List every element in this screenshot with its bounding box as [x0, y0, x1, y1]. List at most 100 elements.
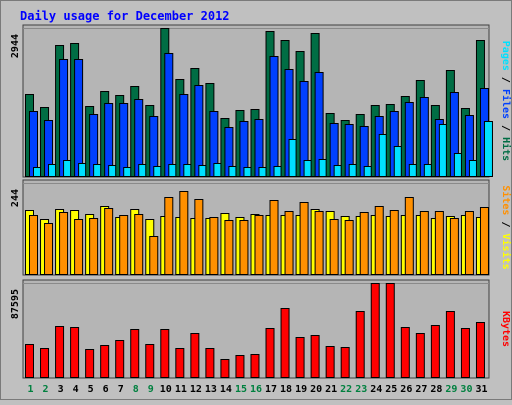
- bar-sites-day-27: [419, 211, 429, 275]
- bar-kbytes-day-27: [415, 333, 425, 378]
- bar-files-day-3: [59, 59, 69, 177]
- x-tick-label-day-24: 24: [370, 384, 382, 395]
- y-max-label-kbytes: 87595: [10, 289, 21, 319]
- bar-kbytes-day-1: [25, 344, 34, 378]
- bar-kbytes-day-13: [205, 348, 215, 378]
- legend-kbytes: KBytes: [500, 311, 511, 347]
- legend-kbytes: KBytes: [500, 311, 511, 347]
- bar-kbytes-day-28: [430, 325, 440, 378]
- bar-sites-day-25: [389, 210, 399, 275]
- bar-kbytes-day-7: [115, 340, 125, 378]
- legend-separator: /: [500, 71, 511, 89]
- bar-sites-day-10: [164, 197, 174, 275]
- legend-visits: Visits: [500, 234, 512, 270]
- bar-kbytes-day-5: [85, 349, 95, 378]
- bar-sites-day-22: [344, 220, 354, 275]
- bar-kbytes-day-17: [265, 328, 275, 378]
- x-tick-label-day-14: 14: [220, 384, 232, 395]
- x-tick-label-day-12: 12: [190, 384, 202, 395]
- x-tick-label-day-23: 23: [355, 384, 367, 395]
- legend-hits: Hits: [500, 137, 512, 161]
- bar-sites-day-13: [209, 217, 219, 275]
- bar-sites-day-11: [179, 191, 189, 275]
- bar-sites-day-16: [254, 215, 264, 275]
- bar-files-day-10: [164, 53, 174, 177]
- x-tick-label-day-20: 20: [310, 384, 322, 395]
- bar-sites-day-12: [194, 199, 204, 275]
- x-tick-label-day-10: 10: [160, 384, 172, 395]
- bar-kbytes-day-21: [325, 346, 335, 378]
- x-tick-label-day-1: 1: [28, 384, 34, 395]
- x-tick-label-day-11: 11: [175, 384, 187, 395]
- x-tick-label-day-4: 4: [73, 384, 79, 395]
- chart-title: Daily usage for December 2012: [20, 9, 230, 23]
- y-max-label-visits: 244: [10, 189, 21, 207]
- x-tick-label-day-3: 3: [58, 384, 64, 395]
- bar-kbytes-day-15: [235, 355, 245, 378]
- bar-sites-day-19: [299, 202, 309, 275]
- bar-kbytes-day-31: [475, 322, 485, 378]
- bar-sites-day-9: [149, 236, 159, 275]
- bar-kbytes-day-4: [70, 327, 80, 378]
- bar-sites-day-14: [224, 220, 234, 275]
- bar-kbytes-day-26: [400, 327, 410, 378]
- bar-files-day-7: [119, 103, 129, 177]
- bar-sites-day-28: [434, 211, 444, 275]
- bar-sites-day-2: [44, 223, 54, 275]
- bar-kbytes-day-20: [310, 335, 320, 378]
- x-tick-label-day-2: 2: [43, 384, 49, 395]
- x-tick-label-day-18: 18: [280, 384, 292, 395]
- x-tick-label-day-8: 8: [133, 384, 139, 395]
- bar-files-day-4: [74, 59, 84, 177]
- bar-kbytes-day-24: [370, 283, 380, 378]
- bar-sites-day-8: [134, 214, 144, 275]
- bar-sites-day-30: [464, 211, 474, 275]
- bar-kbytes-day-16: [250, 354, 260, 378]
- bar-sites-day-5: [89, 218, 99, 275]
- bar-sites-day-7: [119, 215, 129, 275]
- legend-separator: /: [500, 215, 511, 233]
- bar-kbytes-day-14: [220, 359, 230, 378]
- bar-kbytes-day-11: [175, 348, 185, 378]
- x-tick-label-day-27: 27: [415, 384, 427, 395]
- x-tick-label-day-25: 25: [385, 384, 397, 395]
- x-tick-label-day-13: 13: [205, 384, 217, 395]
- bar-kbytes-day-12: [190, 333, 200, 378]
- bar-pages-day-31: [483, 121, 493, 177]
- bar-kbytes-day-9: [145, 344, 155, 378]
- x-tick-label-day-6: 6: [103, 384, 109, 395]
- bar-sites-day-23: [359, 212, 369, 275]
- bar-kbytes-day-22: [340, 347, 350, 378]
- bar-sites-day-20: [314, 211, 324, 275]
- bar-sites-day-29: [449, 218, 459, 275]
- bar-kbytes-day-2: [40, 348, 50, 378]
- bar-kbytes-day-3: [55, 326, 65, 378]
- bar-files-day-1: [29, 111, 38, 177]
- bar-sites-day-3: [59, 212, 69, 275]
- bar-kbytes-day-6: [100, 345, 110, 378]
- x-tick-label-day-19: 19: [295, 384, 307, 395]
- bar-kbytes-day-10: [160, 329, 170, 378]
- legend-visits: Sites / Visits: [500, 185, 512, 269]
- x-tick-label-day-29: 29: [445, 384, 457, 395]
- bar-sites-day-26: [404, 197, 414, 275]
- bar-kbytes-day-29: [445, 311, 455, 378]
- bar-files-day-12: [194, 85, 204, 177]
- bar-kbytes-day-18: [280, 308, 290, 378]
- bar-sites-day-17: [269, 200, 279, 275]
- bar-sites-day-24: [374, 206, 384, 275]
- bar-files-day-17: [269, 56, 279, 177]
- bar-kbytes-day-30: [460, 328, 470, 378]
- bar-sites-day-6: [104, 208, 114, 275]
- x-tick-label-day-28: 28: [430, 384, 442, 395]
- x-tick-label-day-16: 16: [250, 384, 262, 395]
- legend-files: Files: [500, 89, 512, 119]
- x-tick-label-day-15: 15: [235, 384, 247, 395]
- x-tick-label-day-26: 26: [400, 384, 412, 395]
- x-tick-label-day-5: 5: [88, 384, 94, 395]
- bar-sites-day-18: [284, 211, 294, 275]
- bar-kbytes-day-8: [130, 329, 140, 378]
- bar-sites-day-31: [479, 207, 489, 275]
- x-tick-label-day-22: 22: [340, 384, 352, 395]
